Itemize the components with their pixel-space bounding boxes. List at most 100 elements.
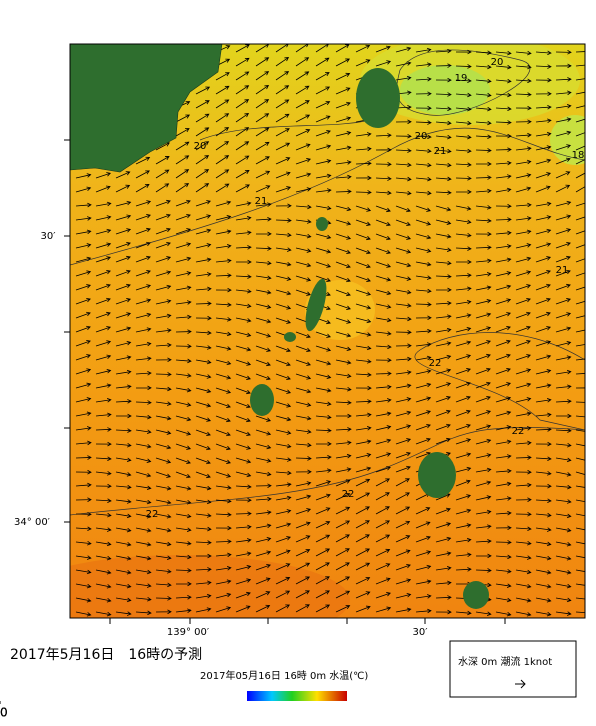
- current-arrow: [495, 50, 512, 56]
- current-arrow: [135, 327, 152, 333]
- current-arrow: [135, 400, 152, 405]
- current-arrow: [335, 520, 351, 529]
- current-arrow: [415, 76, 432, 82]
- current-arrow: [355, 261, 371, 269]
- current-arrow: [315, 576, 330, 585]
- current-arrow: [555, 369, 572, 375]
- current-arrow: [155, 372, 172, 377]
- current-arrow: [195, 373, 212, 379]
- current-arrow: [355, 303, 372, 310]
- current-arrow: [535, 185, 551, 193]
- current-arrow: [315, 205, 332, 211]
- current-arrow: [535, 64, 552, 69]
- current-arrow: [435, 219, 452, 225]
- current-arrow: [575, 132, 585, 137]
- current-arrow: [235, 44, 250, 53]
- current-arrow: [235, 484, 252, 489]
- current-arrow: [495, 244, 512, 249]
- current-arrow: [275, 157, 291, 165]
- current-arrow: [555, 384, 572, 390]
- current-arrow: [235, 443, 252, 450]
- current-arrow: [195, 330, 212, 336]
- current-arrow: [195, 567, 212, 572]
- contour-label: 22: [512, 426, 525, 437]
- current-arrow: [295, 57, 310, 67]
- contour-label: 19: [455, 73, 468, 84]
- current-arrow: [275, 142, 291, 151]
- current-arrow: [275, 232, 292, 238]
- current-arrow: [355, 506, 370, 515]
- current-arrow: [555, 255, 571, 263]
- current-arrow: [555, 171, 571, 179]
- current-arrow: [255, 303, 272, 309]
- current-arrow: [435, 551, 452, 557]
- current-arrow: [395, 370, 412, 375]
- current-arrow: [455, 162, 472, 167]
- current-arrow: [315, 72, 330, 81]
- current-arrow: [475, 120, 492, 126]
- current-arrow: [495, 120, 512, 125]
- contour-label: 21: [434, 146, 447, 157]
- current-arrow: [195, 485, 212, 491]
- current-arrow: [495, 496, 512, 501]
- current-arrow: [75, 426, 92, 431]
- current-arrow: [195, 580, 212, 586]
- current-arrow: [135, 471, 152, 478]
- current-arrow: [235, 401, 251, 409]
- current-arrow: [215, 273, 232, 278]
- current-arrow: [215, 345, 232, 351]
- caption: 2017年5月16日 16時の予測: [10, 647, 202, 663]
- current-arrow: [555, 428, 572, 433]
- current-arrow: [375, 162, 392, 167]
- current-arrow: [195, 359, 212, 365]
- current-arrow: [535, 283, 551, 291]
- current-arrow: [575, 499, 585, 503]
- current-arrow: [115, 283, 131, 291]
- legend-box: [449, 640, 577, 698]
- current-arrow: [555, 312, 572, 319]
- current-arrow: [255, 457, 272, 463]
- current-arrow: [475, 395, 491, 403]
- current-arrow: [295, 100, 310, 109]
- current-arrow: [455, 479, 471, 487]
- current-arrow: [455, 92, 472, 98]
- current-arrow: [355, 399, 372, 404]
- current-arrow: [435, 92, 452, 97]
- current-arrow: [175, 114, 191, 123]
- current-arrow: [415, 219, 432, 226]
- current-arrow: [335, 413, 352, 419]
- current-arrow: [275, 275, 292, 281]
- current-arrow: [455, 610, 472, 616]
- current-arrow: [575, 286, 585, 291]
- current-arrow: [495, 525, 512, 531]
- current-arrow: [95, 611, 112, 617]
- current-arrow: [515, 597, 532, 603]
- current-arrow: [115, 513, 132, 519]
- current-arrow: [315, 401, 332, 406]
- current-arrow: [555, 326, 572, 333]
- current-arrow: [275, 85, 290, 95]
- current-arrow: [375, 398, 392, 403]
- current-arrow: [275, 443, 292, 449]
- current-arrow: [195, 228, 212, 235]
- current-arrow: [295, 576, 310, 585]
- current-arrow: [535, 527, 552, 532]
- current-arrow: [195, 214, 212, 221]
- current-arrow: [515, 411, 532, 417]
- current-arrow: [95, 597, 112, 603]
- current-arrow: [315, 604, 331, 613]
- current-arrow: [295, 289, 312, 296]
- current-arrow: [195, 100, 210, 109]
- current-arrow: [395, 303, 412, 308]
- current-arrow: [355, 385, 372, 391]
- current-arrow: [475, 539, 492, 544]
- current-arrow: [395, 148, 412, 153]
- current-arrow: [435, 134, 452, 140]
- current-arrow: [315, 331, 331, 338]
- current-arrow: [95, 297, 111, 305]
- current-arrow: [535, 118, 552, 123]
- current-arrow: [475, 495, 492, 501]
- current-arrow: [355, 331, 372, 337]
- current-arrow: [575, 216, 585, 221]
- current-arrow: [395, 46, 412, 53]
